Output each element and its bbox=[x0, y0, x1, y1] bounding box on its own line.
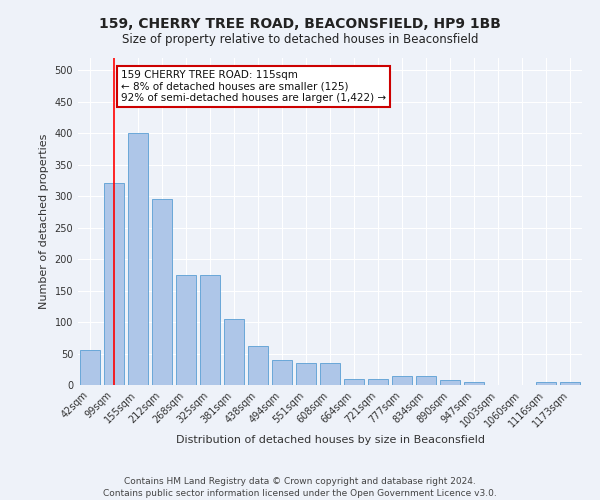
Text: Contains HM Land Registry data © Crown copyright and database right 2024.
Contai: Contains HM Land Registry data © Crown c… bbox=[103, 476, 497, 498]
Y-axis label: Number of detached properties: Number of detached properties bbox=[39, 134, 49, 309]
Bar bbox=[128, 133, 148, 385]
Bar bbox=[368, 378, 388, 385]
Text: 159 CHERRY TREE ROAD: 115sqm
← 8% of detached houses are smaller (125)
92% of se: 159 CHERRY TREE ROAD: 115sqm ← 8% of det… bbox=[121, 70, 386, 103]
Bar bbox=[320, 363, 340, 385]
Bar bbox=[272, 360, 292, 385]
Text: 159, CHERRY TREE ROAD, BEACONSFIELD, HP9 1BB: 159, CHERRY TREE ROAD, BEACONSFIELD, HP9… bbox=[99, 18, 501, 32]
Bar bbox=[536, 382, 556, 385]
Text: Size of property relative to detached houses in Beaconsfield: Size of property relative to detached ho… bbox=[122, 32, 478, 46]
Bar bbox=[440, 380, 460, 385]
Bar bbox=[392, 376, 412, 385]
Bar bbox=[80, 350, 100, 385]
Bar bbox=[344, 378, 364, 385]
Bar bbox=[560, 382, 580, 385]
Bar bbox=[296, 363, 316, 385]
X-axis label: Distribution of detached houses by size in Beaconsfield: Distribution of detached houses by size … bbox=[176, 434, 485, 444]
Bar bbox=[152, 199, 172, 385]
Bar bbox=[176, 275, 196, 385]
Bar bbox=[248, 346, 268, 385]
Bar bbox=[224, 319, 244, 385]
Bar bbox=[104, 184, 124, 385]
Bar bbox=[416, 376, 436, 385]
Bar bbox=[200, 275, 220, 385]
Bar bbox=[464, 382, 484, 385]
